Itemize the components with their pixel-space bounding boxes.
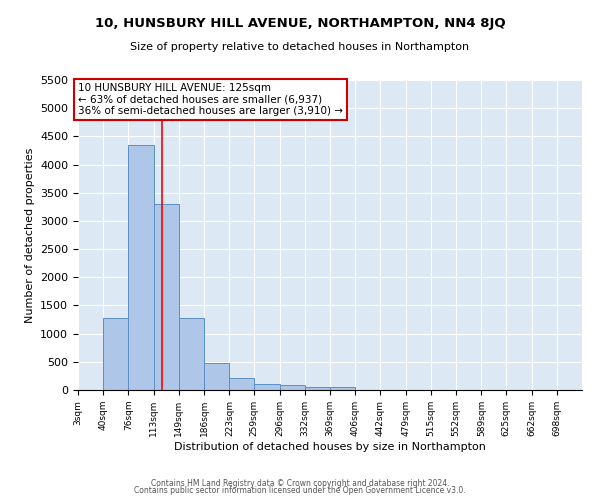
Text: Contains HM Land Registry data © Crown copyright and database right 2024.: Contains HM Land Registry data © Crown c… xyxy=(151,478,449,488)
Y-axis label: Number of detached properties: Number of detached properties xyxy=(25,148,35,322)
Bar xyxy=(179,318,204,390)
Bar xyxy=(280,386,305,390)
X-axis label: Distribution of detached houses by size in Northampton: Distribution of detached houses by size … xyxy=(174,442,486,452)
Text: Contains public sector information licensed under the Open Government Licence v3: Contains public sector information licen… xyxy=(134,486,466,495)
Text: Size of property relative to detached houses in Northampton: Size of property relative to detached ho… xyxy=(130,42,470,52)
Bar xyxy=(128,145,154,390)
Bar xyxy=(305,386,330,390)
Bar xyxy=(154,204,179,390)
Bar xyxy=(330,386,355,390)
Text: 10 HUNSBURY HILL AVENUE: 125sqm
← 63% of detached houses are smaller (6,937)
36%: 10 HUNSBURY HILL AVENUE: 125sqm ← 63% of… xyxy=(78,83,343,116)
Bar xyxy=(254,384,280,390)
Bar xyxy=(103,318,128,390)
Bar xyxy=(229,378,254,390)
Text: 10, HUNSBURY HILL AVENUE, NORTHAMPTON, NN4 8JQ: 10, HUNSBURY HILL AVENUE, NORTHAMPTON, N… xyxy=(95,18,505,30)
Bar xyxy=(204,363,229,390)
